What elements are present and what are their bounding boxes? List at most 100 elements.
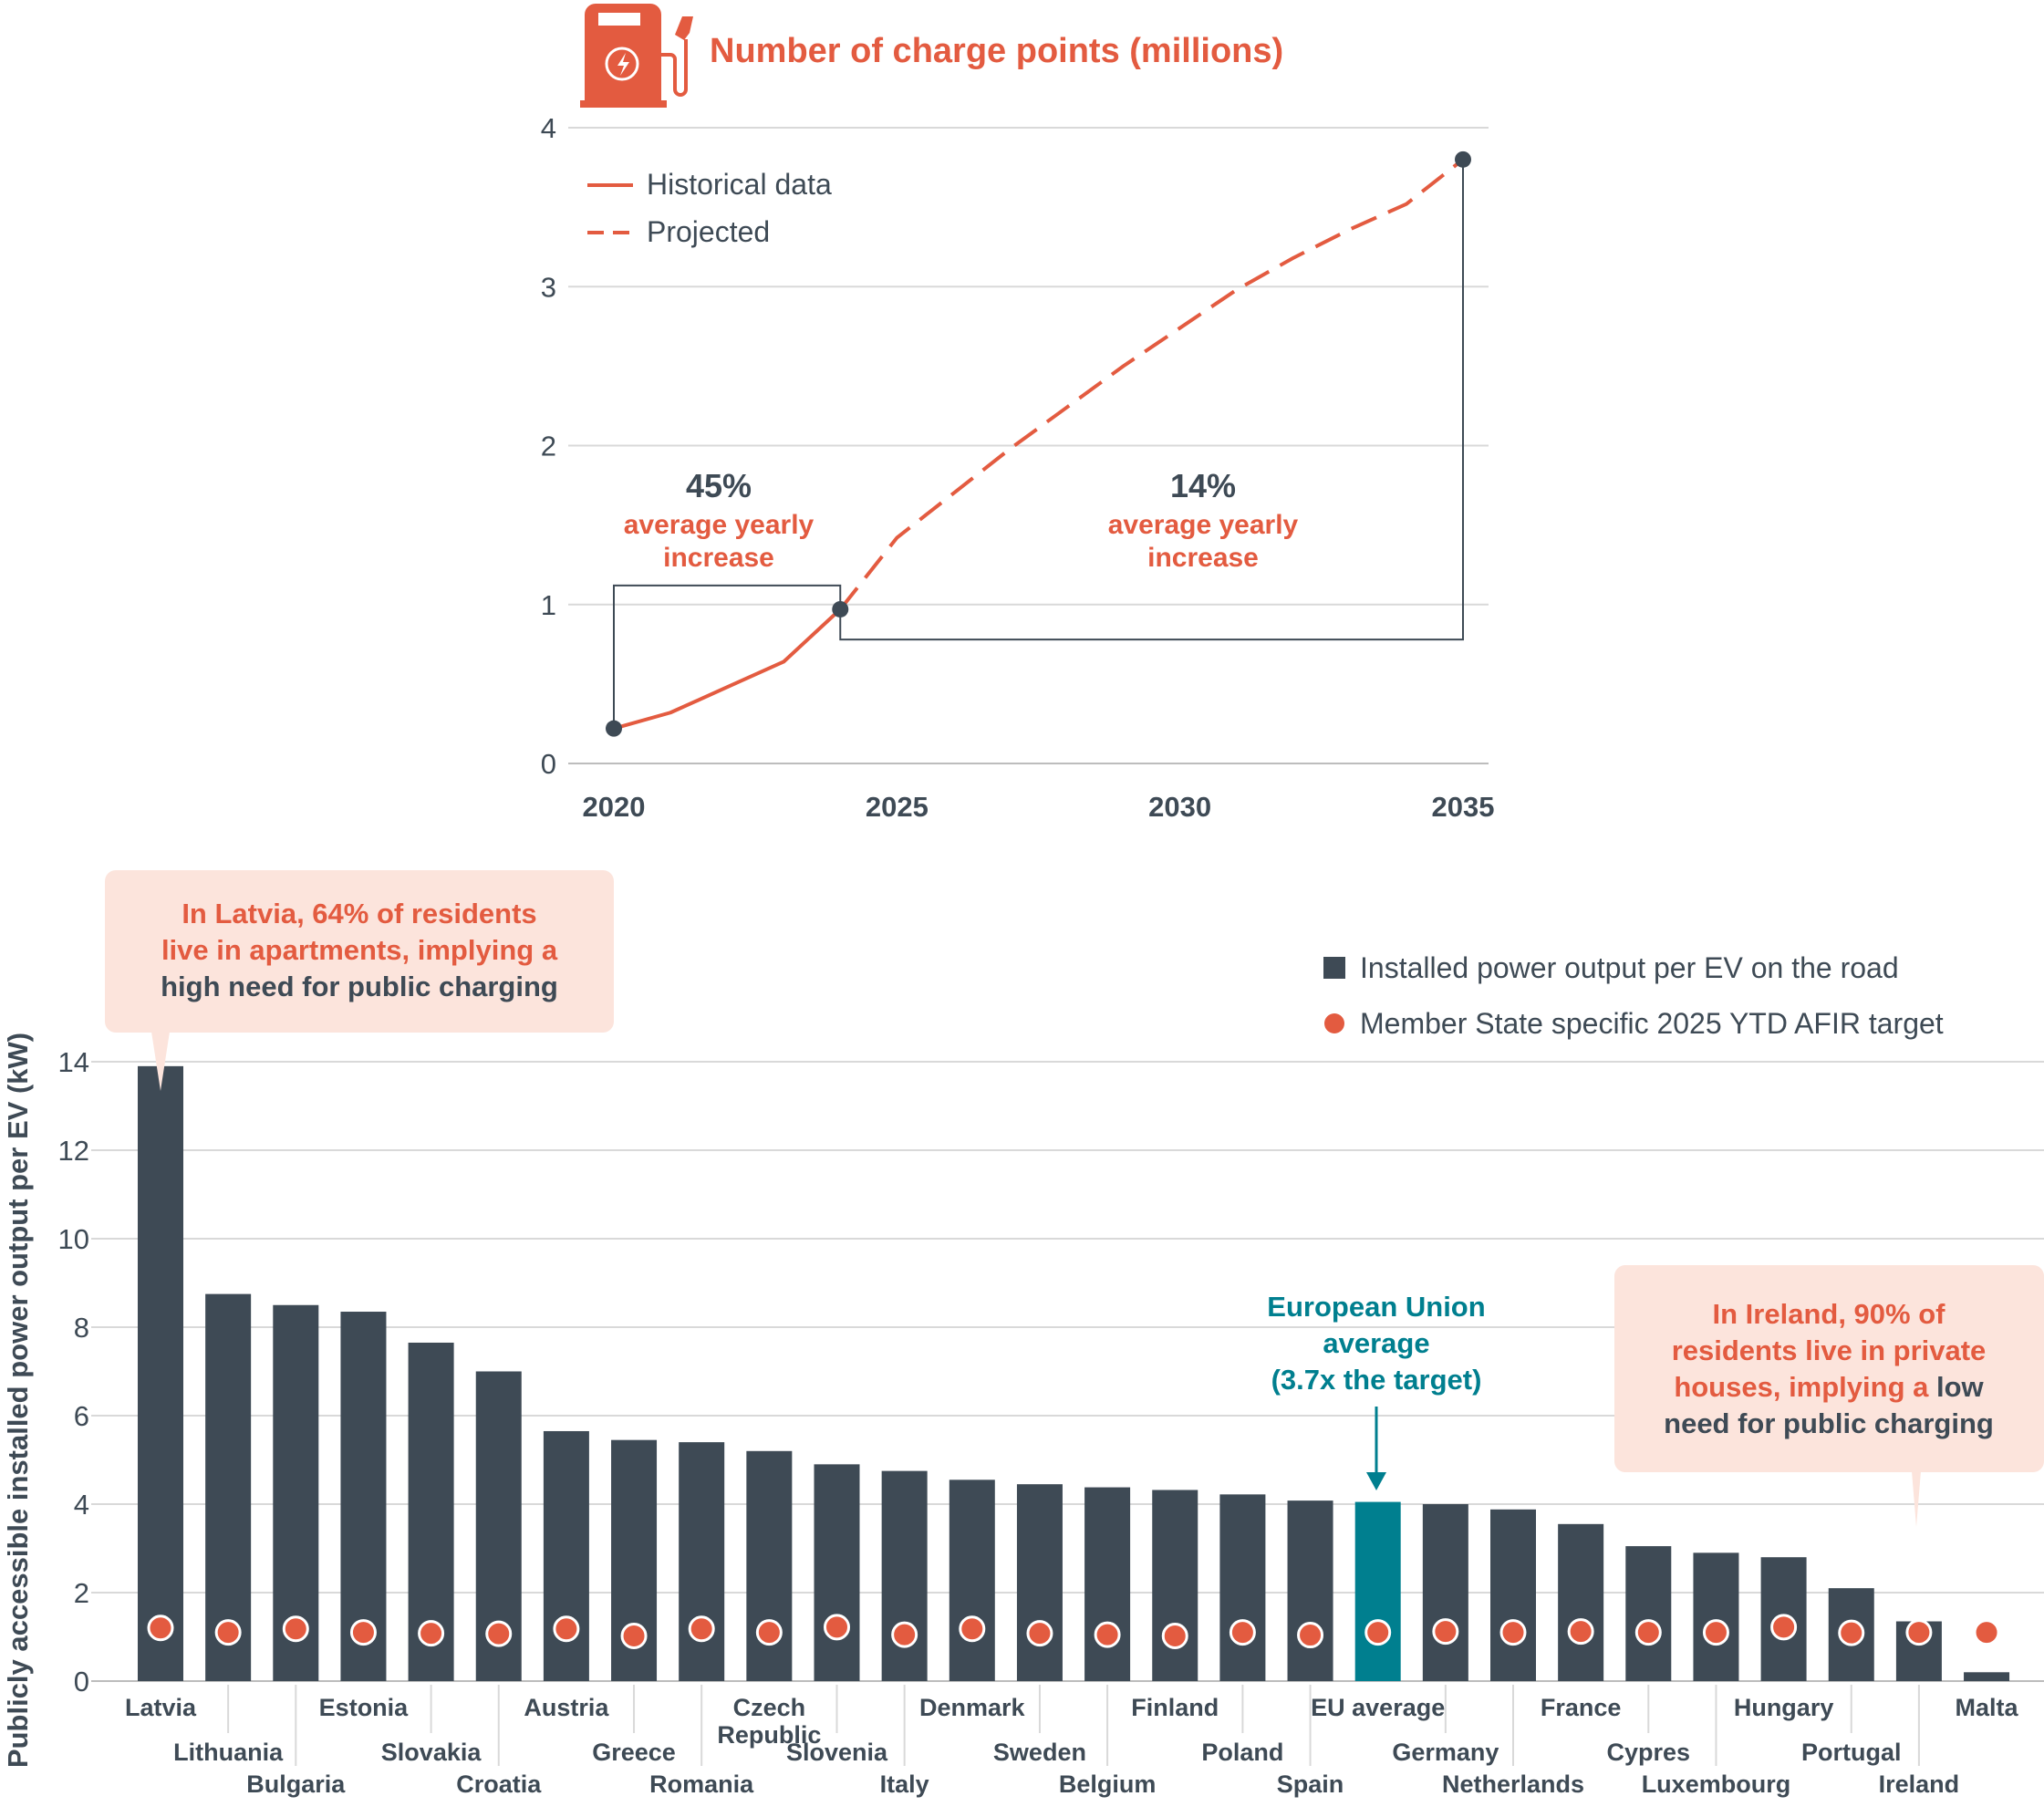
category-label-netherlands: Netherlands bbox=[1442, 1770, 1584, 1798]
line-y-tick-1: 1 bbox=[541, 589, 556, 621]
target-dot-italy bbox=[891, 1621, 918, 1648]
bar-chart-category-labels: Latvia Lithuania Bulgaria Estonia Slovakia Cr… bbox=[125, 1685, 2019, 1798]
category-label-part: Hungary bbox=[1734, 1694, 1834, 1721]
bar-netherlands bbox=[1490, 1509, 1536, 1681]
line-marker-2020 bbox=[606, 720, 622, 737]
category-label-belgium: Belgium bbox=[1059, 1770, 1157, 1798]
target-dot-cypres bbox=[1634, 1619, 1662, 1646]
line-series-projected bbox=[838, 158, 1465, 611]
category-label-part: Poland bbox=[1201, 1739, 1283, 1766]
category-label-lithuania: Lithuania bbox=[173, 1739, 284, 1766]
line-series-historical bbox=[613, 607, 842, 731]
bar-denmark bbox=[949, 1480, 995, 1681]
ireland-callout-line1: In Ireland, 90% of bbox=[1713, 1298, 1946, 1330]
target-dot-france bbox=[1567, 1618, 1594, 1646]
category-label-part: Latvia bbox=[125, 1694, 197, 1721]
legend-bar-label: Installed power output per EV on the roa… bbox=[1360, 951, 1899, 984]
bar-eu-average bbox=[1354, 1501, 1401, 1681]
bar-chart-y-ticks: 0 2 4 6 8 10 12 14 bbox=[58, 1046, 89, 1698]
ev-charging-station-icon bbox=[580, 4, 693, 108]
line-y-tick-3: 3 bbox=[541, 271, 556, 303]
category-label-slovenia: Slovenia bbox=[786, 1739, 888, 1766]
bar-poland bbox=[1219, 1494, 1266, 1681]
bar-y-tick-6: 6 bbox=[74, 1400, 89, 1432]
bar-y-tick-12: 12 bbox=[58, 1135, 89, 1167]
bar-luxembourg bbox=[1693, 1552, 1739, 1681]
bar-czech-republic bbox=[746, 1450, 793, 1681]
target-dot-belgium bbox=[1094, 1621, 1121, 1648]
category-label-germany: Germany bbox=[1392, 1739, 1499, 1766]
growth-annotation-historical: 45% average yearly increase bbox=[624, 467, 814, 573]
line-x-tick-2035: 2035 bbox=[1432, 791, 1495, 823]
target-dot-germany bbox=[1432, 1618, 1459, 1646]
legend-dot-swatch bbox=[1324, 1013, 1344, 1033]
target-dot-romania bbox=[688, 1615, 715, 1643]
growth-text-historical-2: increase bbox=[663, 543, 774, 573]
bracket-historical bbox=[613, 584, 842, 729]
growth-text-historical-1: average yearly bbox=[624, 510, 814, 540]
legend-historical-label: Historical data bbox=[647, 168, 832, 201]
target-dot-bulgaria bbox=[282, 1615, 309, 1643]
category-label-slovakia: Slovakia bbox=[381, 1739, 482, 1766]
category-label-part: Slovakia bbox=[381, 1739, 482, 1766]
line-chart-markers bbox=[606, 151, 1471, 737]
legend-dot-label: Member State specific 2025 YTD AFIR targ… bbox=[1360, 1007, 1944, 1040]
target-dot-croatia bbox=[485, 1620, 513, 1647]
ireland-callout-line2: residents live in private bbox=[1672, 1334, 1987, 1366]
target-dot-czech-republic bbox=[755, 1619, 783, 1646]
ireland-callout-box bbox=[1614, 1265, 2044, 1472]
growth-text-projected-2: increase bbox=[1147, 543, 1259, 573]
eu-annotation-line3: (3.7x the target) bbox=[1271, 1364, 1482, 1396]
target-dot-finland bbox=[1161, 1623, 1188, 1650]
bar-finland bbox=[1152, 1490, 1198, 1681]
category-label-luxembourg: Luxembourg bbox=[1642, 1770, 1791, 1798]
category-label-romania: Romania bbox=[649, 1770, 754, 1798]
category-label-finland: Finland bbox=[1131, 1694, 1219, 1721]
bar-chart: Publicly accessible installed power outp… bbox=[2, 870, 2044, 1798]
target-dot-greece bbox=[620, 1623, 648, 1650]
category-label-part: Republic bbox=[717, 1721, 821, 1749]
line-chart-y-ticks: 0 1 2 3 4 bbox=[541, 112, 556, 780]
category-label-part: Cypres bbox=[1607, 1739, 1691, 1766]
bar-y-tick-4: 4 bbox=[74, 1489, 89, 1521]
line-x-tick-2025: 2025 bbox=[866, 791, 929, 823]
growth-text-projected-1: average yearly bbox=[1108, 510, 1299, 540]
target-dot-ireland bbox=[1905, 1619, 1933, 1646]
target-dot-netherlands bbox=[1499, 1619, 1527, 1646]
line-y-tick-4: 4 bbox=[541, 112, 556, 144]
category-label-croatia: Croatia bbox=[456, 1770, 542, 1798]
category-label-part: Lithuania bbox=[173, 1739, 284, 1766]
bar-y-tick-2: 2 bbox=[74, 1577, 89, 1609]
category-label-france: France bbox=[1541, 1694, 1622, 1721]
category-label-sweden: Sweden bbox=[993, 1739, 1086, 1766]
category-label-part: Slovenia bbox=[786, 1739, 888, 1766]
category-label-part: Sweden bbox=[993, 1739, 1086, 1766]
category-label-ireland: Ireland bbox=[1879, 1770, 1960, 1798]
category-label-part: Greece bbox=[592, 1739, 676, 1766]
latvia-callout-line1: In Latvia, 64% of residents bbox=[182, 898, 536, 929]
latvia-callout-line2: live in apartments, implying a bbox=[161, 934, 558, 966]
target-dot-lithuania bbox=[214, 1619, 242, 1646]
line-chart-series bbox=[613, 158, 1465, 731]
category-label-denmark: Denmark bbox=[919, 1694, 1026, 1721]
category-label-part: Luxembourg bbox=[1642, 1770, 1791, 1798]
legend-bar-swatch bbox=[1323, 957, 1345, 979]
bar-chart-y-axis-label: Publicly accessible installed power outp… bbox=[2, 1033, 34, 1768]
bar-lithuania bbox=[205, 1293, 252, 1681]
growth-pct-historical: 45% bbox=[686, 467, 752, 504]
eu-annotation-line1: European Union bbox=[1267, 1291, 1485, 1323]
line-chart-gridlines bbox=[568, 127, 1489, 764]
category-label-eu-average: EU average bbox=[1311, 1694, 1445, 1721]
category-label-spain: Spain bbox=[1277, 1770, 1344, 1798]
latvia-callout-line3: high need for public charging bbox=[161, 971, 558, 1002]
target-dot-luxembourg bbox=[1702, 1619, 1729, 1646]
eu-annotation-line2: average bbox=[1323, 1327, 1429, 1359]
bar-romania bbox=[679, 1442, 725, 1681]
target-dot-spain bbox=[1297, 1622, 1324, 1649]
bar-malta bbox=[1964, 1672, 2010, 1681]
line-x-tick-2030: 2030 bbox=[1148, 791, 1211, 823]
category-label-hungary: Hungary bbox=[1734, 1694, 1834, 1721]
category-label-cypres: Cypres bbox=[1607, 1739, 1691, 1766]
line-chart-x-ticks: 2020 2025 2030 2035 bbox=[583, 791, 1495, 823]
